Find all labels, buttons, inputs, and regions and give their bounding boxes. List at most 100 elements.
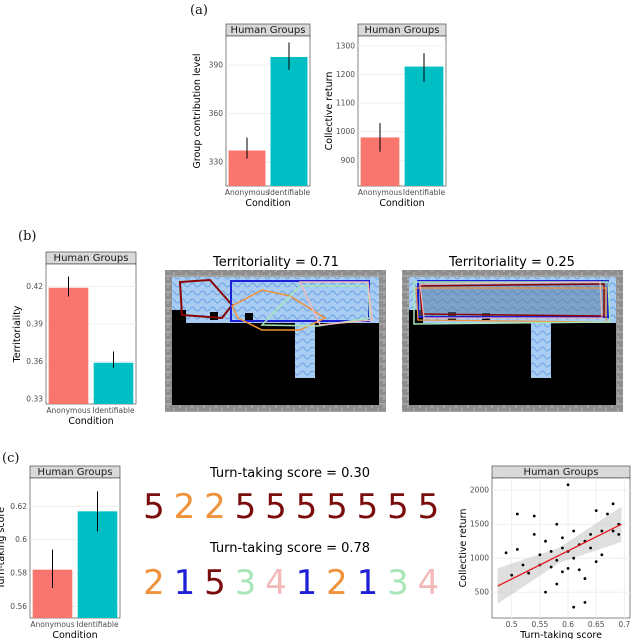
scatter-point [589,546,592,550]
turn-digit: 5 [296,487,318,527]
scatter-point [504,551,508,555]
turn-digit: 4 [418,563,440,603]
x-axis-title: Turn-taking score [519,630,602,639]
scatter-point [600,553,604,557]
scatter-point [549,549,553,553]
y-tick-label: 0.36 [26,357,43,366]
bar [93,362,134,404]
scatter-point [561,546,564,550]
scatter-point [572,529,576,533]
y-tick-label: 1100 [336,99,355,108]
territory-title-low: Territoriality = 0.71 [212,255,339,270]
panel-label-c: (c) [2,451,19,466]
turn-digit: 2 [174,487,196,527]
y-tick-label: 0.56 [10,602,27,611]
scatter-point [527,571,531,575]
y-tick-label: 900 [341,156,356,165]
y-axis-title: Group contribution level [192,53,203,168]
scatter-point [589,533,592,536]
scatter-point [572,605,576,609]
y-axis-title: Collective return [458,509,469,588]
x-axis-title: Condition [379,198,424,209]
strip-label: Human Groups [38,467,113,478]
x-tick-label: 0.7 [618,620,630,629]
turn-taking-title-high: Turn-taking score = 0.78 [209,541,370,556]
scatter-point [555,558,559,562]
x-axis-title: Condition [245,198,290,209]
scatter-point [555,582,559,586]
y-tick-label: 0.62 [10,502,27,511]
x-tick-label: 0.65 [588,620,605,629]
y-tick-label: 0.33 [26,395,43,404]
x-tick-label: Anonymous [46,406,90,415]
scatter-point [561,570,564,574]
x-tick-label: Identifiable [76,620,119,629]
scatter-point [515,547,519,551]
scatter-point [544,539,547,543]
turn-taking-title-low: Turn-taking score = 0.30 [209,466,370,481]
chart-territoriality: Human Groups 0.33 0.36 0.39 0.42 Territoriali… [12,251,137,427]
scatter-point [577,568,581,572]
y-tick-label: 360 [209,109,224,118]
scatter-point [600,529,604,533]
scatter-point [566,483,570,487]
regression-line [497,523,622,587]
scatter-point [594,509,598,513]
territory-map-low [165,270,386,412]
scatter-point [555,522,559,526]
x-tick-label: Anonymous [358,188,402,197]
scatter-point [594,560,598,563]
x-tick-label: Identifiable [268,188,311,197]
scatter-point [521,563,525,567]
turn-digit: 1 [296,563,318,603]
y-tick-label: 0.58 [10,569,27,578]
strip-label: Human Groups [54,253,129,264]
turn-digit: 1 [174,563,196,603]
turn-digit: 5 [326,487,348,527]
y-tick-label: 1000 [470,554,489,563]
scatter-point [532,514,536,518]
turn-digit: 1 [357,563,379,603]
y-axis-title: Collective return [324,72,335,151]
scatter-point [566,566,570,570]
turn-digit: 5 [265,487,287,527]
territory-title-high: Territoriality = 0.25 [448,255,575,270]
bar [404,66,444,186]
x-tick-label: Anonymous [30,620,74,629]
turn-digit: 5 [143,487,165,527]
x-axis-title: Condition [52,630,97,639]
y-tick-label: 1200 [336,70,355,79]
scatter-point [606,512,609,516]
y-tick-label: 1000 [336,127,355,136]
chart-collective-return: Human Groups 900 1000 1100 1200 1300 Collectiv… [324,23,447,209]
x-axis-title: Condition [68,416,113,427]
turn-digit: 3 [387,563,409,603]
scatter-point [532,533,536,536]
scatter-point [549,565,553,569]
x-tick-label: Identifiable [92,406,135,415]
scatter-point [538,553,542,557]
y-axis-title: Territoriality [12,305,23,363]
panel-label-a: (a) [190,3,208,18]
y-axis-title: Turn-taking score [0,507,7,590]
x-tick-label: Anonymous [225,188,269,197]
scatter-point [544,590,547,594]
y-tick-label: 390 [209,61,224,70]
scatter-point [572,556,576,560]
scatter-point [515,512,519,516]
turn-digit: 5 [235,487,257,527]
turn-digit: 5 [387,487,409,527]
scatter-point [583,577,587,580]
scatter-point [561,536,564,540]
territory-map-high [402,270,623,412]
y-tick-label: 500 [475,588,490,597]
strip-label: Human Groups [524,467,599,478]
scatter-point [583,600,587,604]
x-tick-label: 0.6 [562,620,574,629]
strip-label: Human Groups [365,25,440,36]
scatter-point [617,533,621,536]
chart-group-contribution: Human Groups 330 360 390 Group contribution … [192,23,311,209]
